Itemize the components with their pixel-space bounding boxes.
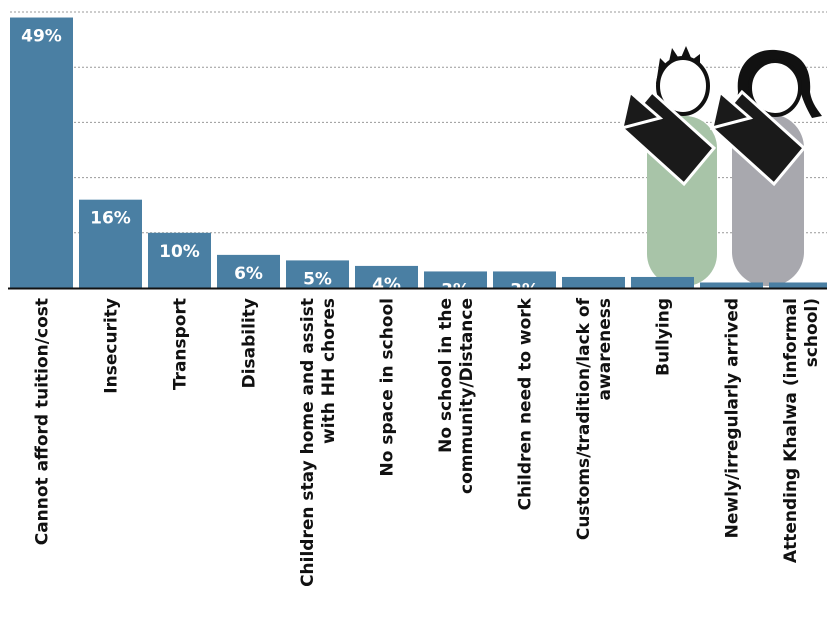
- bar: [10, 17, 73, 289]
- bar: [217, 254, 280, 288]
- category-label: No space in school: [378, 298, 398, 476]
- girl-book-left: [710, 89, 754, 131]
- bar: [424, 271, 487, 288]
- bar-value-label: 1%: [786, 291, 815, 311]
- bars: 49% 16% 10% 6% 5% 4% 3% 3% 2% 2% 1% 1%: [10, 17, 827, 311]
- bar: [700, 282, 763, 288]
- bar-value-label: 5%: [303, 269, 332, 289]
- category-label: community/Distance: [457, 298, 477, 494]
- bar-value-label: 10%: [159, 242, 200, 262]
- bar-value-label: 4%: [372, 275, 401, 295]
- category-label: Bullying: [654, 298, 674, 376]
- bar: [493, 271, 556, 288]
- category-label: Disability: [240, 298, 260, 388]
- bar-value-label: 2%: [648, 286, 677, 306]
- bar: [631, 276, 694, 288]
- bar-value-label: 2%: [579, 286, 608, 306]
- category-labels: Cannot afford tuition/cost Insecurity Tran…: [33, 297, 823, 587]
- category-label: Children stay home and assist: [298, 298, 318, 587]
- bar-value-label: 49%: [21, 27, 62, 47]
- bar-value-label: 3%: [510, 280, 539, 300]
- bar-value-label: 6%: [234, 264, 263, 284]
- category-label: Transport: [171, 298, 191, 390]
- bar: [79, 199, 142, 288]
- category-label: Children need to work: [516, 297, 536, 510]
- category-label: Cannot afford tuition/cost: [33, 298, 53, 545]
- children-reading-illustration: [619, 46, 822, 286]
- category-label: Customs/tradition/lack of: [574, 297, 594, 540]
- boy-head: [656, 56, 710, 116]
- bar: [286, 260, 349, 288]
- bar: [562, 276, 625, 288]
- category-label: Insecurity: [102, 298, 122, 394]
- category-label: Attending Khalwa (informal: [781, 298, 801, 563]
- boy-book-left: [620, 89, 664, 131]
- category-label: with HH chores: [319, 298, 339, 444]
- bar: [355, 265, 418, 288]
- bar-value-label: 3%: [441, 280, 470, 300]
- girl-head: [748, 59, 802, 117]
- category-label: awareness: [595, 298, 615, 400]
- category-label: No school in the: [436, 298, 456, 453]
- category-label: Newly/irregularly arrived: [723, 298, 743, 538]
- category-label: school): [802, 298, 822, 367]
- bar: [769, 282, 827, 288]
- bar-value-label: 16%: [90, 209, 131, 229]
- bar: [148, 232, 211, 288]
- bar-value-label: 1%: [717, 291, 746, 311]
